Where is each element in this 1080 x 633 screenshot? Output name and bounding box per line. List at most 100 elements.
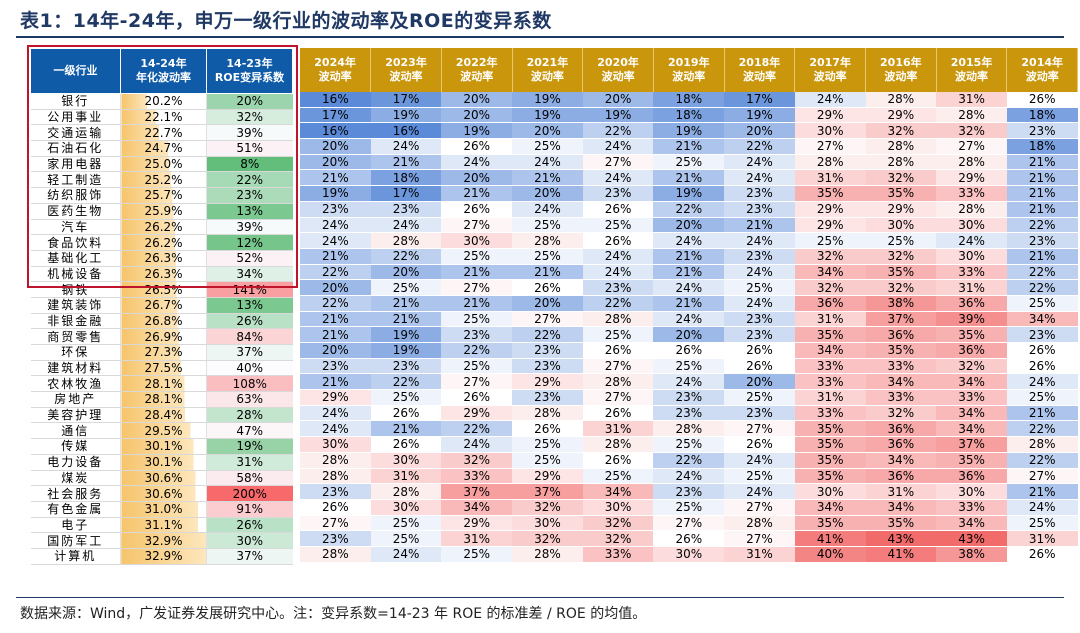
industry-name: 轻工制造	[30, 171, 121, 189]
year-volatility-cell: 23%	[370, 201, 442, 218]
roe-cv-cell: 52%	[206, 250, 293, 267]
table-row: 16% 17% 20% 19% 20% 18% 17% 24% 28% 31% 26%	[300, 92, 1078, 108]
industry-name: 纺织服饰	[30, 187, 121, 204]
year-volatility-cell: 23%	[300, 530, 371, 547]
year-volatility-cell: 34%	[865, 499, 937, 516]
year-volatility-cell: 16%	[300, 92, 371, 108]
year-volatility-cell: 25%	[441, 311, 513, 328]
year-volatility-cell: 34%	[1006, 311, 1078, 328]
roe-cv-cell: 91%	[206, 501, 293, 518]
year-volatility-cell: 26%	[512, 279, 583, 296]
year-volatility-cell: 20%	[653, 326, 725, 343]
year-volatility-cell: 24%	[441, 154, 513, 171]
volatility-cell: 25.0%	[120, 156, 207, 173]
year-volatility-cell: 33%	[936, 499, 1007, 516]
year-volatility-cell: 21%	[370, 311, 442, 328]
year-volatility-cell: 24%	[370, 138, 442, 155]
year-volatility-cell: 28%	[370, 232, 442, 249]
year-volatility-cell: 21%	[1006, 185, 1078, 202]
year-volatility-cell: 18%	[1006, 107, 1078, 124]
volatility-cell: 31.1%	[120, 517, 207, 534]
table-row: 30% 26% 24% 25% 28% 25% 26% 35% 36% 37% 28%	[300, 436, 1078, 453]
roe-cv-cell: 39%	[206, 219, 293, 236]
year-volatility-cell: 34%	[865, 452, 937, 469]
year-volatility-cell: 25%	[653, 358, 725, 375]
year-volatility-cell: 27%	[441, 279, 513, 296]
year-volatility-cell: 38%	[865, 295, 937, 312]
year-volatility-cell: 25%	[582, 326, 654, 343]
left-table-body: 银行 20.2% 20% 公用事业 22.1% 32% 交通运输 22.7% 39% 石油石化 24…	[30, 93, 293, 565]
year-volatility-cell: 33%	[441, 468, 513, 485]
volatility-cell: 26.2%	[120, 234, 207, 251]
year-volatility-cell: 19%	[300, 185, 371, 202]
year-volatility-cell: 26%	[1006, 358, 1078, 375]
table-row: 食品饮料 26.2% 12%	[30, 234, 293, 251]
year-volatility-cell: 27%	[724, 499, 795, 516]
year-volatility-cell: 23%	[512, 358, 583, 375]
year-volatility-cell: 25%	[512, 138, 583, 155]
year-volatility-cell: 23%	[300, 483, 371, 500]
volatility-cell: 26.2%	[120, 219, 207, 236]
table-row: 环保 27.3% 37%	[30, 344, 293, 361]
year-volatility-cell: 23%	[582, 185, 654, 202]
year-volatility-cell: 21%	[1006, 201, 1078, 218]
year-volatility-cell: 16%	[300, 122, 371, 140]
table-row: 银行 20.2% 20%	[30, 93, 293, 110]
year-volatility-cell: 21%	[1006, 154, 1078, 171]
year-volatility-cell: 28%	[582, 373, 654, 391]
year-volatility-cell: 27%	[582, 154, 654, 171]
table-row: 公用事业 22.1% 32%	[30, 109, 293, 126]
industry-name: 有色金属	[30, 501, 121, 518]
year-volatility-cell: 17%	[370, 185, 442, 202]
year-volatility-cell: 35%	[865, 342, 937, 359]
year-volatility-cell: 17%	[300, 107, 371, 124]
year-volatility-cell: 34%	[936, 373, 1007, 391]
industry-name: 汽车	[30, 219, 121, 236]
year-volatility-cell: 24%	[724, 154, 795, 171]
year-volatility-cell: 24%	[724, 295, 795, 312]
year-header-0: 2024年 波动率	[300, 48, 372, 92]
year-volatility-cell: 19%	[724, 107, 795, 124]
year-volatility-cell: 30%	[936, 483, 1007, 500]
year-table-body: 16% 17% 20% 19% 20% 18% 17% 24% 28% 31% 26% 17% 19% 2…	[300, 92, 1078, 563]
volatility-cell: 24.7%	[120, 140, 207, 157]
year-volatility-cell: 21%	[441, 295, 513, 312]
roe-cv-cell: 63%	[206, 391, 293, 408]
year-volatility-cell: 21%	[1006, 248, 1078, 265]
title-divider	[16, 36, 1064, 38]
year-volatility-cell: 25%	[1006, 515, 1078, 532]
year-volatility-cell: 34%	[865, 373, 937, 391]
year-volatility-cell: 26%	[1006, 92, 1078, 108]
industry-name: 传媒	[30, 438, 121, 455]
year-volatility-cell: 20%	[582, 92, 654, 108]
roe-cv-cell: 37%	[206, 344, 293, 361]
year-volatility-cell: 19%	[441, 122, 513, 140]
year-volatility-cell: 37%	[865, 311, 937, 328]
year-volatility-cell: 21%	[300, 169, 371, 187]
year-volatility-cell: 24%	[370, 217, 442, 234]
year-volatility-cell: 32%	[582, 530, 654, 547]
year-volatility-cell: 31%	[370, 468, 442, 485]
year-volatility-cell: 32%	[582, 515, 654, 532]
year-volatility-cell: 19%	[512, 107, 583, 124]
year-volatility-cell: 21%	[370, 420, 442, 438]
table-row: 22% 21% 21% 20% 22% 21% 24% 36% 38% 36% 25%	[300, 295, 1078, 312]
year-volatility-cell: 34%	[794, 499, 866, 516]
year-header-6: 2018年 波动率	[724, 48, 796, 92]
roe-cv-cell: 141%	[206, 281, 293, 298]
year-volatility-cell: 24%	[300, 420, 371, 438]
roe-cv-cell: 37%	[206, 548, 293, 565]
year-volatility-cell: 37%	[936, 436, 1007, 453]
industry-name: 通信	[30, 422, 121, 440]
year-volatility-cell: 25%	[512, 217, 583, 234]
year-volatility-cell: 24%	[653, 373, 725, 391]
volatility-cell: 26.7%	[120, 297, 207, 314]
year-header-row: 2024年 波动率 2023年 波动率 2022年 波动率 2021年 波动率 2020年 波动率…	[300, 48, 1079, 92]
year-volatility-cell: 25%	[1006, 389, 1078, 406]
table-row: 建筑材料 27.5% 40%	[30, 360, 293, 377]
year-volatility-cell: 40%	[794, 546, 866, 563]
year-volatility-cell: 24%	[724, 452, 795, 469]
year-volatility-cell: 25%	[653, 154, 725, 171]
table-row: 24% 28% 30% 28% 26% 24% 24% 25% 25% 24% 23%	[300, 232, 1078, 249]
year-volatility-cell: 28%	[370, 483, 442, 500]
